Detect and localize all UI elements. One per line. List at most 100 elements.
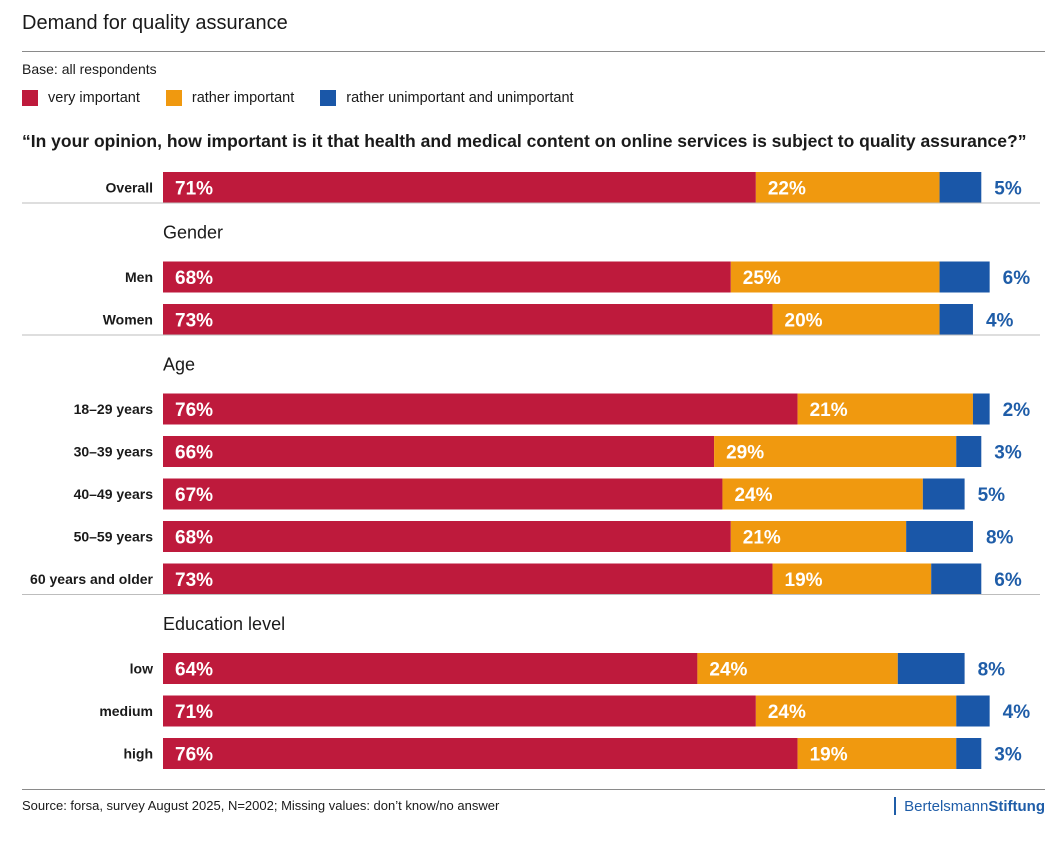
data-label-rather-unimportant-and-unimportant: 3% bbox=[994, 745, 1022, 766]
data-label-rather-important: 29% bbox=[726, 443, 764, 464]
data-label-very-important: 71% bbox=[175, 179, 213, 200]
bar-segment-rather-important bbox=[755, 172, 940, 203]
legend: very important rather important rather u… bbox=[22, 90, 600, 106]
survey-question: “In your opinion, how important is it th… bbox=[22, 131, 1027, 151]
bar-segment-rather-unimportant-and-unimportant bbox=[956, 738, 982, 769]
row-label-men: Men bbox=[125, 269, 153, 285]
brand-logo: Bertelsmann Stiftung bbox=[894, 797, 1045, 815]
data-label-rather-unimportant-and-unimportant: 5% bbox=[978, 485, 1006, 506]
data-label-very-important: 68% bbox=[175, 268, 213, 289]
brand-text-part1: Bertelsmann bbox=[904, 797, 989, 815]
row-label-medium: medium bbox=[99, 703, 153, 719]
bar-segment-very-important bbox=[163, 563, 773, 595]
data-label-very-important: 76% bbox=[175, 745, 213, 766]
bar-segment-rather-important bbox=[772, 563, 932, 595]
row-label-overall: Overall bbox=[106, 180, 153, 196]
row-label-low: low bbox=[130, 661, 153, 677]
row-label-60-years-and-older: 60 years and older bbox=[30, 571, 154, 587]
data-label-rather-unimportant-and-unimportant: 3% bbox=[994, 443, 1022, 464]
bottom-divider bbox=[22, 789, 1045, 790]
row-label-30-39-years: 30–39 years bbox=[74, 444, 154, 460]
legend-swatch-very-important bbox=[22, 90, 38, 106]
base-note: Base: all respondents bbox=[22, 61, 157, 77]
data-label-very-important: 76% bbox=[175, 400, 213, 421]
group-heading-age: Age bbox=[163, 355, 195, 375]
bar-segment-very-important bbox=[163, 653, 698, 684]
bar-segment-rather-important bbox=[797, 393, 973, 425]
bar-segment-very-important bbox=[163, 393, 798, 425]
data-label-rather-unimportant-and-unimportant: 6% bbox=[1003, 268, 1031, 289]
bar-segment-very-important bbox=[163, 436, 715, 467]
top-divider bbox=[22, 51, 1045, 52]
bar-segment-very-important bbox=[163, 304, 773, 335]
legend-swatch-rather-important bbox=[165, 90, 182, 106]
data-label-rather-important: 24% bbox=[709, 660, 747, 681]
data-label-rather-important: 19% bbox=[810, 745, 848, 766]
bar-segment-rather-important bbox=[730, 521, 907, 552]
bar-segment-very-important bbox=[163, 738, 798, 769]
data-label-very-important: 67% bbox=[175, 485, 213, 506]
bar-segment-very-important bbox=[163, 172, 756, 203]
legend-item-unimportant: rather unimportant and unimportant bbox=[320, 90, 574, 106]
bar-segment-rather-important bbox=[755, 695, 957, 727]
legend-label-unimportant: rather unimportant and unimportant bbox=[346, 90, 574, 106]
data-label-very-important: 71% bbox=[175, 702, 213, 723]
bar-segment-rather-unimportant-and-unimportant bbox=[956, 436, 982, 467]
source-note: Source: forsa, survey August 2025, N=200… bbox=[22, 798, 500, 813]
bar-segment-rather-unimportant-and-unimportant bbox=[922, 478, 965, 510]
data-label-very-important: 66% bbox=[175, 443, 213, 464]
row-label-18-29-years: 18–29 years bbox=[74, 401, 154, 417]
group-heading-gender: Gender bbox=[163, 223, 223, 243]
bar-segment-rather-unimportant-and-unimportant bbox=[939, 172, 982, 203]
legend-item-very-important: very important bbox=[22, 90, 140, 106]
data-label-rather-unimportant-and-unimportant: 5% bbox=[994, 179, 1022, 200]
bar-segment-rather-unimportant-and-unimportant bbox=[939, 261, 990, 293]
chart-title: Demand for quality assurance bbox=[22, 12, 288, 34]
data-label-very-important: 73% bbox=[175, 311, 213, 332]
data-label-rather-unimportant-and-unimportant: 6% bbox=[994, 570, 1022, 591]
bar-segment-rather-unimportant-and-unimportant bbox=[931, 563, 982, 595]
data-label-rather-important: 22% bbox=[768, 179, 806, 200]
bar-segment-rather-important bbox=[772, 304, 940, 335]
legend-label-rather-important: rather important bbox=[191, 90, 295, 106]
data-label-rather-unimportant-and-unimportant: 4% bbox=[1003, 702, 1031, 723]
brand-text-part2: Stiftung bbox=[988, 797, 1045, 815]
data-label-rather-unimportant-and-unimportant: 2% bbox=[1003, 400, 1031, 421]
bar-segment-rather-important bbox=[722, 478, 923, 510]
row-label-high: high bbox=[123, 746, 153, 762]
row-label-women: Women bbox=[103, 312, 153, 328]
bar-segment-rather-unimportant-and-unimportant bbox=[956, 695, 990, 727]
bar-segment-rather-unimportant-and-unimportant bbox=[939, 304, 973, 335]
data-label-rather-unimportant-and-unimportant: 8% bbox=[978, 660, 1006, 681]
bar-segment-rather-unimportant-and-unimportant bbox=[972, 393, 990, 425]
row-label-40-49-years: 40–49 years bbox=[74, 486, 154, 502]
data-label-rather-important: 21% bbox=[743, 528, 781, 549]
bar-segment-very-important bbox=[163, 695, 756, 727]
row-label-50-59-years: 50–59 years bbox=[74, 529, 154, 545]
data-label-very-important: 68% bbox=[175, 528, 213, 549]
data-label-rather-unimportant-and-unimportant: 4% bbox=[986, 311, 1014, 332]
bar-segment-very-important bbox=[163, 261, 731, 293]
legend-item-rather-important: rather important bbox=[165, 90, 295, 106]
legend-label-very-important: very important bbox=[48, 90, 140, 106]
data-label-rather-important: 24% bbox=[768, 702, 806, 723]
data-label-rather-important: 24% bbox=[734, 485, 772, 506]
bar-segment-rather-important bbox=[730, 261, 940, 293]
data-label-rather-important: 20% bbox=[785, 311, 823, 332]
bar-segment-very-important bbox=[163, 521, 731, 552]
data-label-rather-important: 25% bbox=[743, 268, 781, 289]
bar-segment-rather-important bbox=[797, 738, 957, 769]
brand-bar bbox=[894, 797, 897, 815]
bar-segment-rather-important bbox=[714, 436, 957, 467]
data-label-rather-important: 21% bbox=[810, 400, 848, 421]
bar-segment-rather-important bbox=[697, 653, 898, 684]
data-label-very-important: 73% bbox=[175, 570, 213, 591]
bar-segment-rather-unimportant-and-unimportant bbox=[897, 653, 965, 684]
bar-segment-rather-unimportant-and-unimportant bbox=[906, 521, 973, 552]
data-label-rather-important: 19% bbox=[785, 570, 823, 591]
data-label-rather-unimportant-and-unimportant: 8% bbox=[986, 528, 1014, 549]
data-label-very-important: 64% bbox=[175, 660, 213, 681]
bar-segment-very-important bbox=[163, 478, 723, 510]
group-heading-education-level: Education level bbox=[163, 614, 285, 634]
